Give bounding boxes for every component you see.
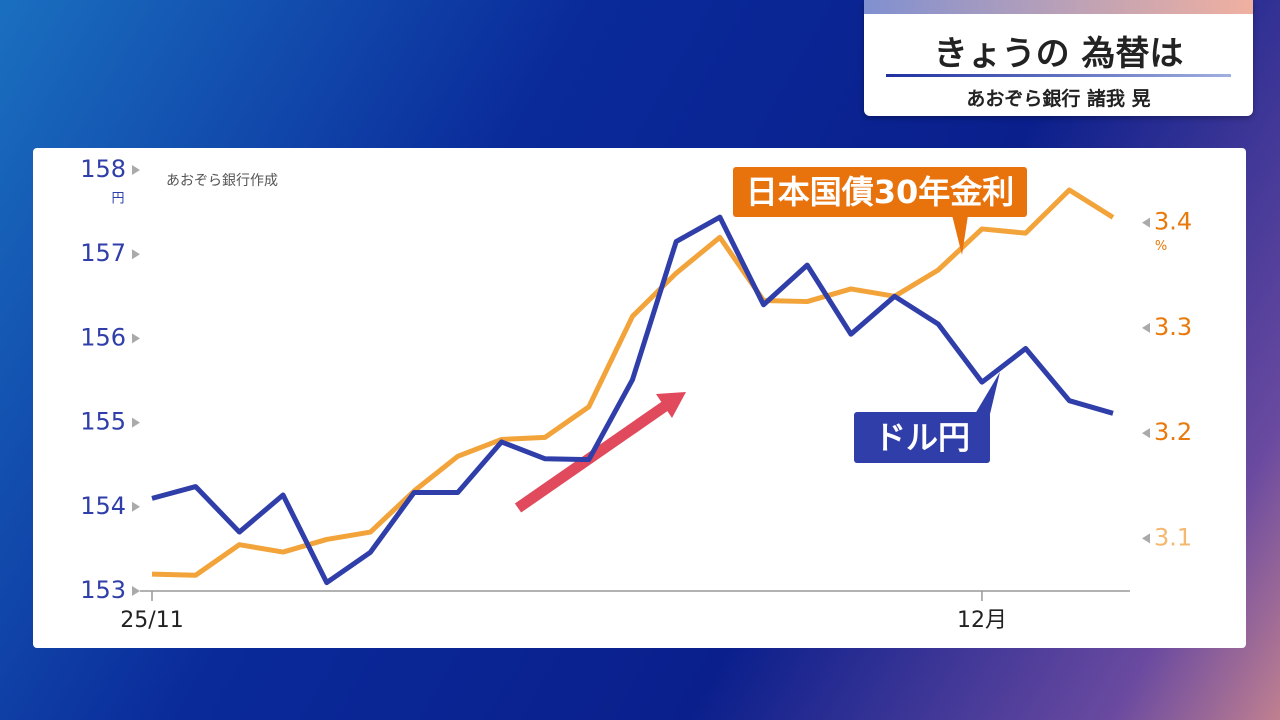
callout-pointer: [975, 372, 1000, 414]
y-tick-label: 158: [80, 155, 126, 183]
series-line: [151, 187, 1115, 578]
legend-label: ドル円: [874, 419, 970, 457]
series-label: ドル円: [854, 372, 1000, 463]
series-label: 日本国債30年金利: [733, 167, 1027, 255]
y2-tick-marker: [1142, 322, 1150, 333]
y-tick-marker: [132, 417, 140, 428]
y2-tick-label: 3.3: [1154, 313, 1192, 341]
chart-panel: [33, 148, 1246, 648]
y-tick-label: 153: [80, 576, 126, 604]
y-tick-label: 154: [80, 492, 126, 520]
y2-tick-marker: [1142, 217, 1150, 228]
header-title: きょうの 為替は: [933, 34, 1184, 74]
y2-tick-label: 3.1: [1154, 523, 1192, 551]
y-tick-label: 156: [80, 323, 126, 351]
y-unit: 円: [111, 192, 124, 207]
y-tick-marker: [132, 586, 140, 596]
arrow-head: [656, 392, 686, 418]
y-tick-marker: [132, 249, 140, 260]
legend-label: 日本国債30年金利: [746, 173, 1015, 211]
source-note: あおぞら銀行作成: [166, 173, 278, 189]
y2-tick-marker: [1142, 428, 1150, 439]
y-tick-marker: [132, 333, 140, 344]
card-bar: [864, 0, 1253, 14]
callout-box: [733, 167, 1027, 217]
x-tick-label: 25/11: [120, 608, 183, 633]
y2-unit: %: [1155, 239, 1167, 254]
y-tick-label: 157: [80, 239, 126, 267]
y-tick-marker: [132, 501, 140, 512]
callout-pointer: [952, 215, 968, 255]
y2-tick-label: 3.2: [1154, 418, 1192, 446]
card-rule: [886, 74, 1231, 77]
series-line: [151, 214, 1114, 586]
y2-tick-label: 3.4: [1154, 208, 1192, 236]
callout-box: [854, 412, 990, 463]
y-tick-marker: [132, 165, 140, 175]
y-tick-label: 155: [80, 408, 126, 436]
header-card: きょうの 為替は あおぞら銀行 諸我 晃: [864, 0, 1253, 116]
y2-tick-marker: [1142, 533, 1150, 544]
x-tick-label: 12月: [957, 608, 1007, 633]
header-subtitle: あおぞら銀行 諸我 晃: [966, 88, 1151, 110]
trend-arrow: [514, 392, 686, 513]
